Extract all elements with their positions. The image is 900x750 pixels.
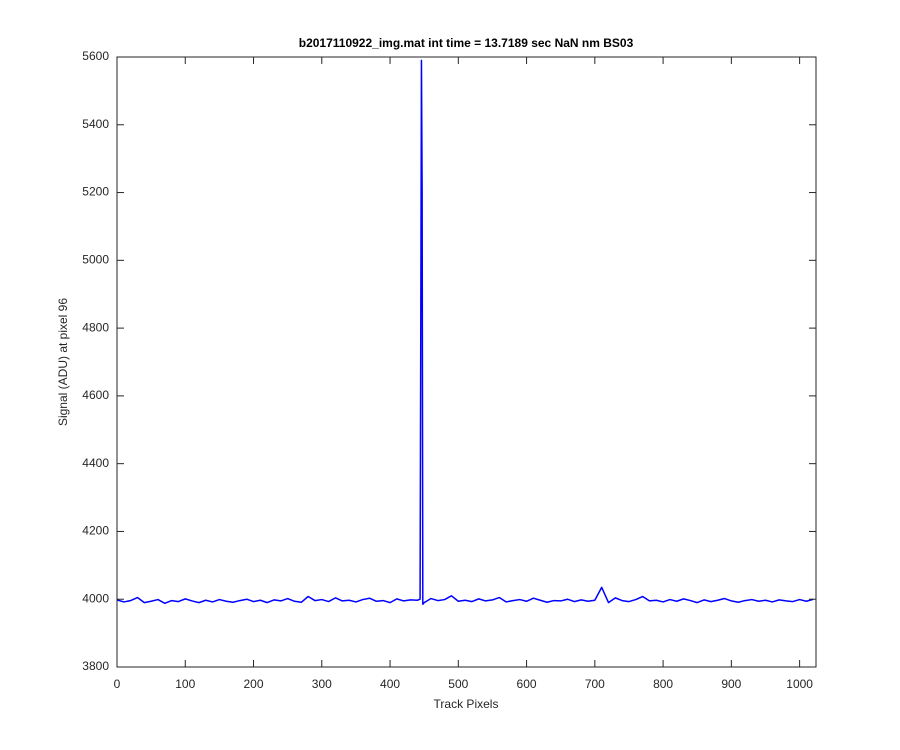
y-axis-label: Signal (ADU) at pixel 96 <box>56 298 70 426</box>
x-tick-label: 600 <box>517 677 537 691</box>
x-axis-label: Track Pixels <box>434 697 499 711</box>
x-tick-label: 100 <box>175 677 195 691</box>
x-tick-label: 900 <box>721 677 741 691</box>
y-tick-label: 4600 <box>82 388 109 402</box>
chart-title: b2017110922_img.mat int time = 13.7189 s… <box>299 36 634 50</box>
y-tick-label: 3800 <box>82 659 109 673</box>
x-tick-label: 1000 <box>786 677 813 691</box>
x-tick-label: 400 <box>380 677 400 691</box>
x-tick-label: 0 <box>114 677 121 691</box>
x-tick-label: 700 <box>585 677 605 691</box>
x-tick-label: 500 <box>448 677 468 691</box>
y-tick-label: 4400 <box>82 456 109 470</box>
x-tick-label: 200 <box>244 677 264 691</box>
y-tick-label: 5200 <box>82 185 109 199</box>
y-tick-label: 5000 <box>82 253 109 267</box>
y-tick-label: 5600 <box>82 49 109 63</box>
y-tick-label: 4000 <box>82 591 109 605</box>
y-tick-label: 5400 <box>82 117 109 131</box>
x-tick-label: 800 <box>653 677 673 691</box>
data-line <box>116 59 814 606</box>
x-tick-label: 300 <box>312 677 332 691</box>
y-tick-label: 4200 <box>82 524 109 538</box>
plot-frame <box>116 56 817 668</box>
y-tick-label: 4800 <box>82 320 109 334</box>
